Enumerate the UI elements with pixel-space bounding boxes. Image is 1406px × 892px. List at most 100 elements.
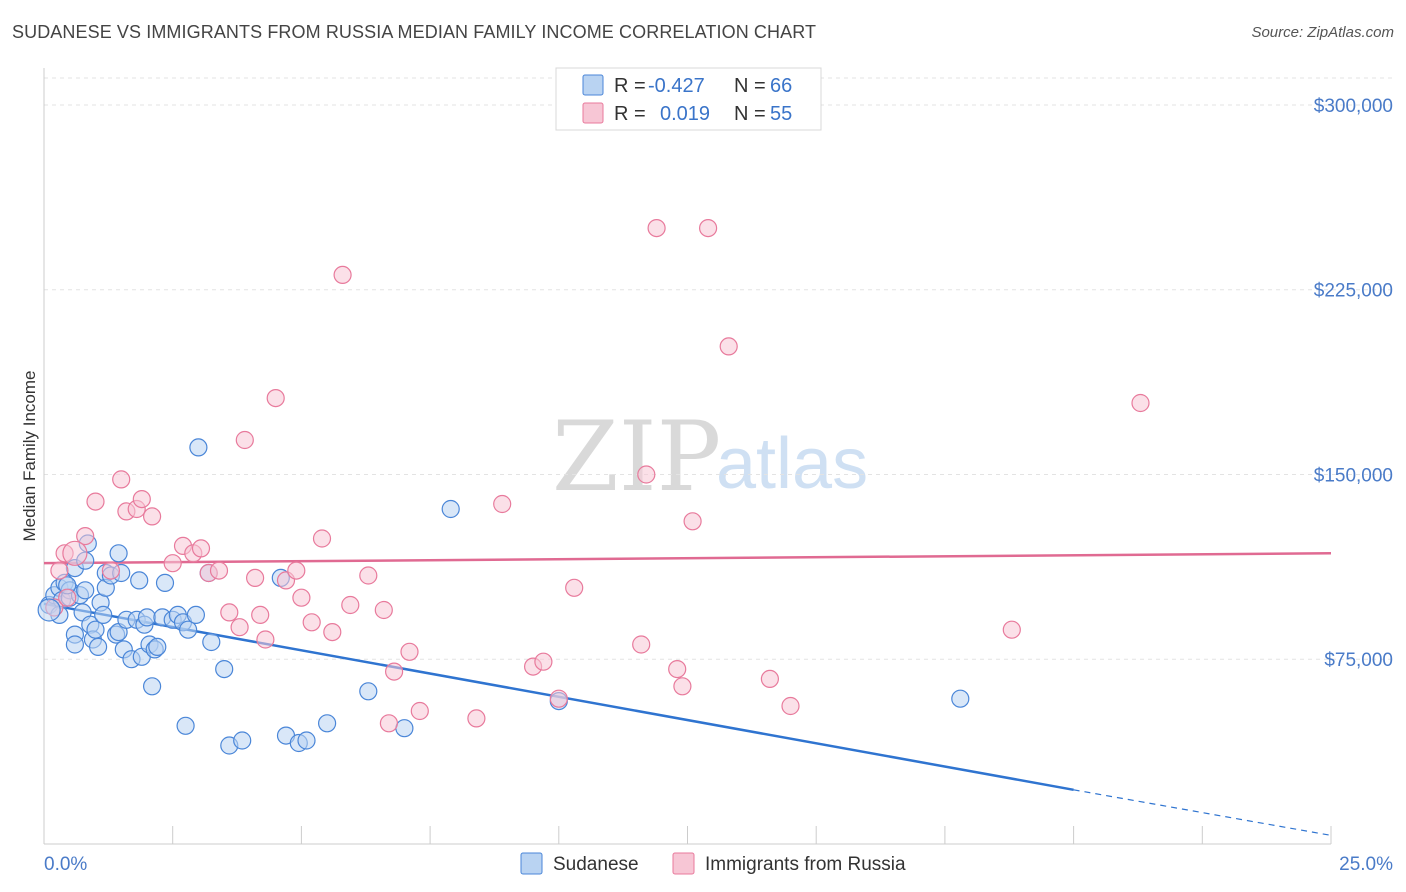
point-russia-43 bbox=[549, 689, 568, 708]
legend-r-value-1: 0.019 bbox=[660, 103, 710, 125]
point-russia-5 bbox=[86, 492, 105, 511]
point-russia-15 bbox=[191, 539, 211, 558]
bottom-legend-label-sudanese: Sudanese bbox=[553, 854, 639, 875]
point-sudanese-65 bbox=[94, 605, 113, 625]
x-tick-label-max: 25.0% bbox=[1339, 854, 1393, 875]
point-russia-30 bbox=[323, 622, 342, 642]
legend-r-label-0: R = bbox=[614, 75, 646, 97]
point-russia-55 bbox=[1002, 620, 1021, 639]
point-sudanese-38 bbox=[148, 637, 167, 657]
x-ticks bbox=[43, 826, 1332, 844]
legend-n-value-1: 55 bbox=[770, 103, 792, 125]
point-russia-large bbox=[62, 540, 88, 566]
legend-r-value-0: -0.427 bbox=[648, 75, 705, 97]
point-russia-46 bbox=[637, 465, 656, 484]
point-russia-36 bbox=[385, 662, 404, 681]
trend-line-russia bbox=[43, 552, 1332, 565]
point-sudanese-50 bbox=[215, 659, 234, 679]
point-russia-45 bbox=[632, 635, 651, 654]
point-russia-44 bbox=[565, 578, 584, 597]
point-russia-40 bbox=[493, 494, 512, 514]
point-russia-48 bbox=[668, 659, 687, 679]
point-russia-37 bbox=[400, 642, 419, 661]
point-russia-21 bbox=[246, 568, 265, 588]
y-tick-label-1: $150,000 bbox=[1314, 465, 1393, 486]
y-tick-label-2: $225,000 bbox=[1314, 281, 1393, 302]
point-russia-6 bbox=[101, 561, 121, 580]
point-russia-10 bbox=[132, 490, 151, 509]
point-sudanese-57 bbox=[318, 714, 337, 733]
point-russia-20 bbox=[235, 430, 254, 450]
point-russia-56 bbox=[1131, 393, 1150, 413]
point-sudanese-34 bbox=[137, 608, 157, 627]
point-russia-39 bbox=[467, 709, 486, 728]
trend-lines bbox=[43, 552, 1332, 836]
bottom-legend-swatch-sudanese bbox=[520, 852, 543, 875]
point-russia-7 bbox=[112, 470, 131, 489]
watermark: ZIP atlas bbox=[552, 401, 868, 513]
point-sudanese-31 bbox=[130, 571, 149, 590]
point-russia-50 bbox=[683, 512, 702, 531]
point-russia-47 bbox=[647, 219, 666, 238]
watermark-atlas: atlas bbox=[716, 424, 868, 504]
point-russia-32 bbox=[341, 595, 360, 615]
legend-r-label-1: R = bbox=[614, 103, 646, 125]
stats-legend: R = -0.427 N = 66 R = 0.019 N = 55 bbox=[555, 67, 822, 131]
legend-n-value-0: 66 bbox=[770, 75, 792, 97]
point-sudanese-44 bbox=[176, 716, 195, 735]
point-russia-31 bbox=[333, 265, 352, 284]
point-russia-29 bbox=[312, 529, 332, 548]
point-russia-4 bbox=[76, 526, 95, 546]
point-sudanese-60 bbox=[441, 499, 460, 519]
point-russia-27 bbox=[292, 588, 311, 607]
point-russia-51 bbox=[698, 219, 718, 238]
point-russia-3 bbox=[58, 588, 77, 607]
gridlines bbox=[44, 77, 1393, 660]
chart-title: SUDANESE VS IMMIGRANTS FROM RUSSIA MEDIA… bbox=[12, 22, 817, 42]
point-russia-12 bbox=[163, 554, 182, 573]
point-sudanese-49 bbox=[202, 632, 221, 652]
point-sudanese-40 bbox=[155, 573, 175, 593]
legend-swatch-russia bbox=[582, 102, 604, 124]
series-legend: Sudanese Immigrants from Russia bbox=[520, 852, 906, 875]
point-sudanese-47 bbox=[189, 438, 208, 457]
source-label: Source: ZipAtlas.com bbox=[1251, 24, 1394, 41]
point-russia-52 bbox=[719, 337, 738, 356]
point-russia-53 bbox=[760, 669, 780, 689]
point-russia-24 bbox=[266, 389, 285, 408]
point-russia-19 bbox=[230, 618, 249, 637]
x-tick-label-min: 0.0% bbox=[44, 854, 87, 875]
point-russia-49 bbox=[673, 677, 692, 696]
point-sudanese-18 bbox=[88, 637, 108, 657]
point-sudanese-36 bbox=[143, 677, 162, 696]
point-russia-28 bbox=[302, 613, 321, 632]
y-tick-label-0: $75,000 bbox=[1324, 650, 1393, 671]
legend-n-label-1: N = bbox=[734, 103, 766, 125]
point-sudanese-62 bbox=[951, 689, 970, 708]
point-sudanese-58 bbox=[359, 682, 378, 701]
y-axis-label: Median Family Income bbox=[20, 370, 39, 541]
point-sudanese-59 bbox=[395, 719, 414, 738]
point-russia-34 bbox=[374, 600, 393, 620]
legend-swatch-sudanese bbox=[582, 74, 604, 96]
point-sudanese-46 bbox=[186, 605, 205, 625]
point-russia-1 bbox=[50, 561, 69, 580]
point-russia-38 bbox=[410, 701, 429, 721]
point-sudanese-52 bbox=[233, 731, 252, 750]
point-sudanese-large bbox=[37, 598, 61, 622]
y-tick-labels: $75,000 $150,000 $225,000 $300,000 bbox=[1314, 96, 1393, 671]
point-sudanese-45 bbox=[179, 620, 198, 639]
point-russia-17 bbox=[209, 561, 229, 580]
point-russia-54 bbox=[781, 696, 800, 716]
point-russia-11 bbox=[143, 507, 162, 526]
point-sudanese-56 bbox=[297, 731, 316, 750]
point-russia-26 bbox=[287, 561, 306, 580]
bottom-legend-swatch-russia bbox=[672, 852, 695, 875]
point-sudanese-9 bbox=[65, 635, 85, 654]
point-sudanese-25 bbox=[109, 544, 128, 563]
legend-n-label-0: N = bbox=[734, 75, 766, 97]
data-points bbox=[37, 219, 1150, 755]
watermark-zip: ZIP bbox=[552, 401, 721, 513]
point-russia-42 bbox=[534, 652, 553, 671]
